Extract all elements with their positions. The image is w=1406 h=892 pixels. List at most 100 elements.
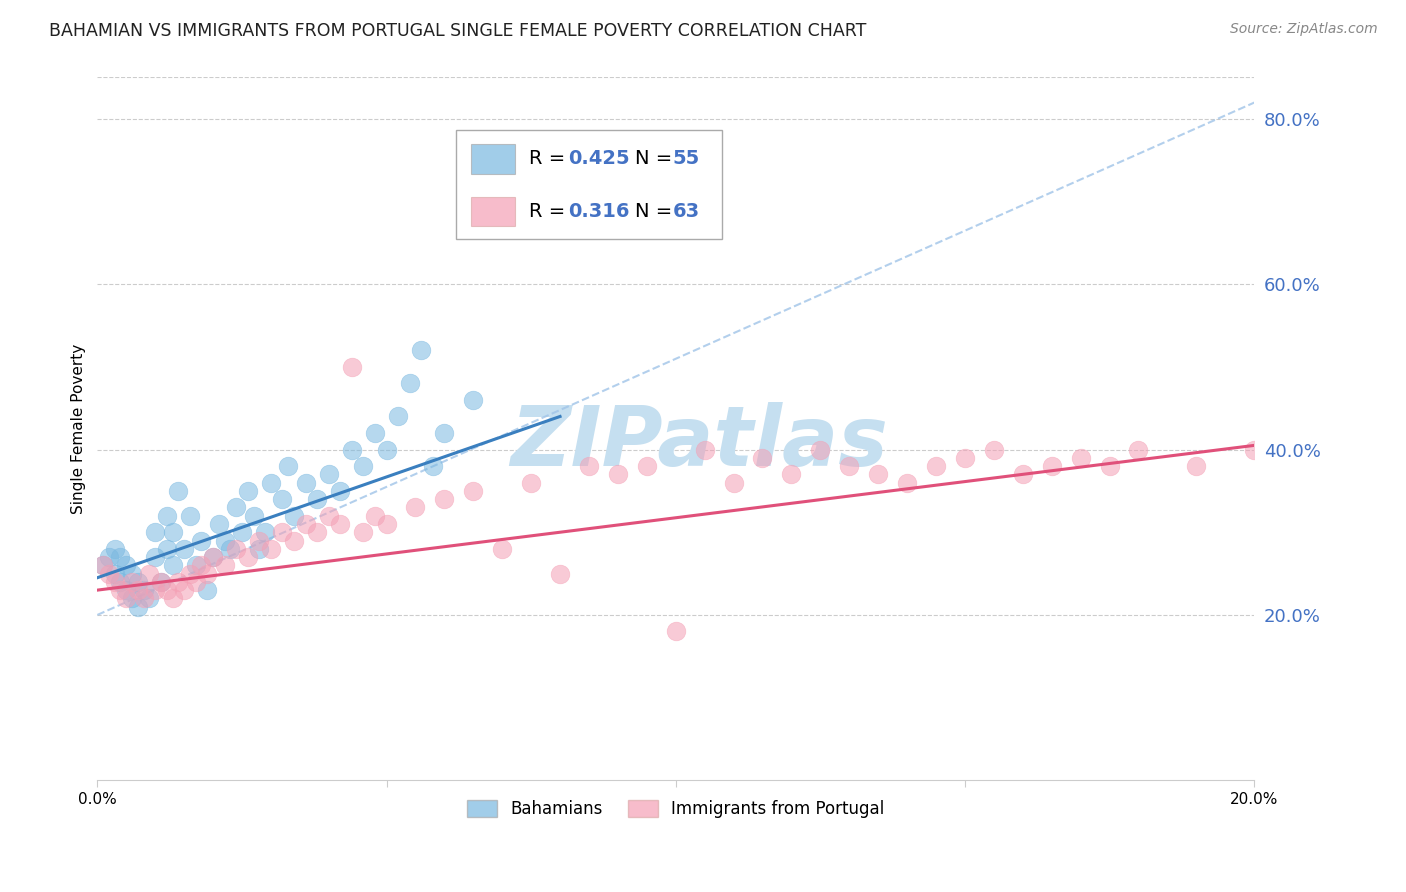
Point — [236, 549, 259, 564]
Point — [411, 343, 433, 358]
Point — [214, 533, 236, 548]
Point — [340, 359, 363, 374]
Text: R =: R = — [529, 202, 565, 221]
Point — [179, 566, 201, 581]
Point — [156, 508, 179, 523]
Point — [115, 583, 138, 598]
FancyBboxPatch shape — [471, 145, 515, 174]
Point — [294, 516, 316, 531]
Point — [156, 541, 179, 556]
Point — [318, 467, 340, 482]
Y-axis label: Single Female Poverty: Single Female Poverty — [72, 343, 86, 514]
Point — [433, 492, 456, 507]
Point — [1128, 442, 1150, 457]
Point — [283, 533, 305, 548]
Point — [190, 558, 212, 573]
Point — [115, 558, 138, 573]
Point — [225, 500, 247, 515]
Point — [143, 525, 166, 540]
Point — [1011, 467, 1033, 482]
Point — [375, 516, 398, 531]
Point — [307, 525, 329, 540]
Point — [665, 624, 688, 639]
Point — [110, 549, 132, 564]
Point — [184, 558, 207, 573]
Point — [121, 574, 143, 589]
Point — [225, 541, 247, 556]
Point — [463, 483, 485, 498]
Point — [247, 541, 270, 556]
Point — [162, 558, 184, 573]
Point — [271, 525, 294, 540]
Point — [283, 508, 305, 523]
Point — [1040, 459, 1063, 474]
Point — [260, 475, 283, 490]
Point — [294, 475, 316, 490]
Text: Source: ZipAtlas.com: Source: ZipAtlas.com — [1230, 22, 1378, 37]
Point — [329, 516, 352, 531]
Legend: Bahamians, Immigrants from Portugal: Bahamians, Immigrants from Portugal — [460, 793, 891, 825]
Point — [868, 467, 890, 482]
Point — [97, 566, 120, 581]
Point — [190, 533, 212, 548]
Point — [149, 574, 172, 589]
Point — [1070, 450, 1092, 465]
Point — [808, 442, 831, 457]
Point — [138, 591, 160, 606]
Point — [364, 508, 387, 523]
Point — [751, 450, 773, 465]
Point — [91, 558, 114, 573]
Text: R =: R = — [529, 150, 565, 169]
Point — [149, 574, 172, 589]
Point — [132, 583, 155, 598]
Point — [1098, 459, 1121, 474]
Point — [387, 409, 409, 424]
Point — [953, 450, 976, 465]
Point — [983, 442, 1005, 457]
Point — [1243, 442, 1265, 457]
Point — [606, 467, 628, 482]
Point — [104, 541, 127, 556]
Text: N =: N = — [636, 150, 672, 169]
Point — [173, 541, 195, 556]
Text: 55: 55 — [672, 150, 700, 169]
Point — [548, 566, 571, 581]
Point — [520, 475, 543, 490]
Text: 0.316: 0.316 — [568, 202, 630, 221]
Point — [352, 525, 374, 540]
Point — [896, 475, 918, 490]
Point — [1185, 459, 1208, 474]
Point — [121, 566, 143, 581]
Point — [127, 599, 149, 614]
Point — [202, 549, 225, 564]
Text: 63: 63 — [672, 202, 699, 221]
Point — [318, 508, 340, 523]
Point — [364, 425, 387, 440]
Point — [254, 525, 277, 540]
Point — [340, 442, 363, 457]
Point — [167, 574, 190, 589]
FancyBboxPatch shape — [456, 130, 723, 239]
Point — [214, 558, 236, 573]
Point — [398, 376, 420, 391]
Point — [723, 475, 745, 490]
Point — [277, 459, 299, 474]
Text: 0.425: 0.425 — [568, 150, 630, 169]
Point — [121, 591, 143, 606]
Point — [162, 591, 184, 606]
Point — [491, 541, 513, 556]
Point — [422, 459, 444, 474]
Point — [925, 459, 948, 474]
Point — [156, 583, 179, 598]
Point — [329, 483, 352, 498]
Point — [104, 566, 127, 581]
Text: N =: N = — [636, 202, 672, 221]
Point — [195, 583, 218, 598]
Point — [693, 442, 716, 457]
Point — [404, 500, 426, 515]
Point — [247, 533, 270, 548]
Point — [463, 392, 485, 407]
Point — [375, 442, 398, 457]
FancyBboxPatch shape — [471, 197, 515, 227]
Point — [242, 508, 264, 523]
